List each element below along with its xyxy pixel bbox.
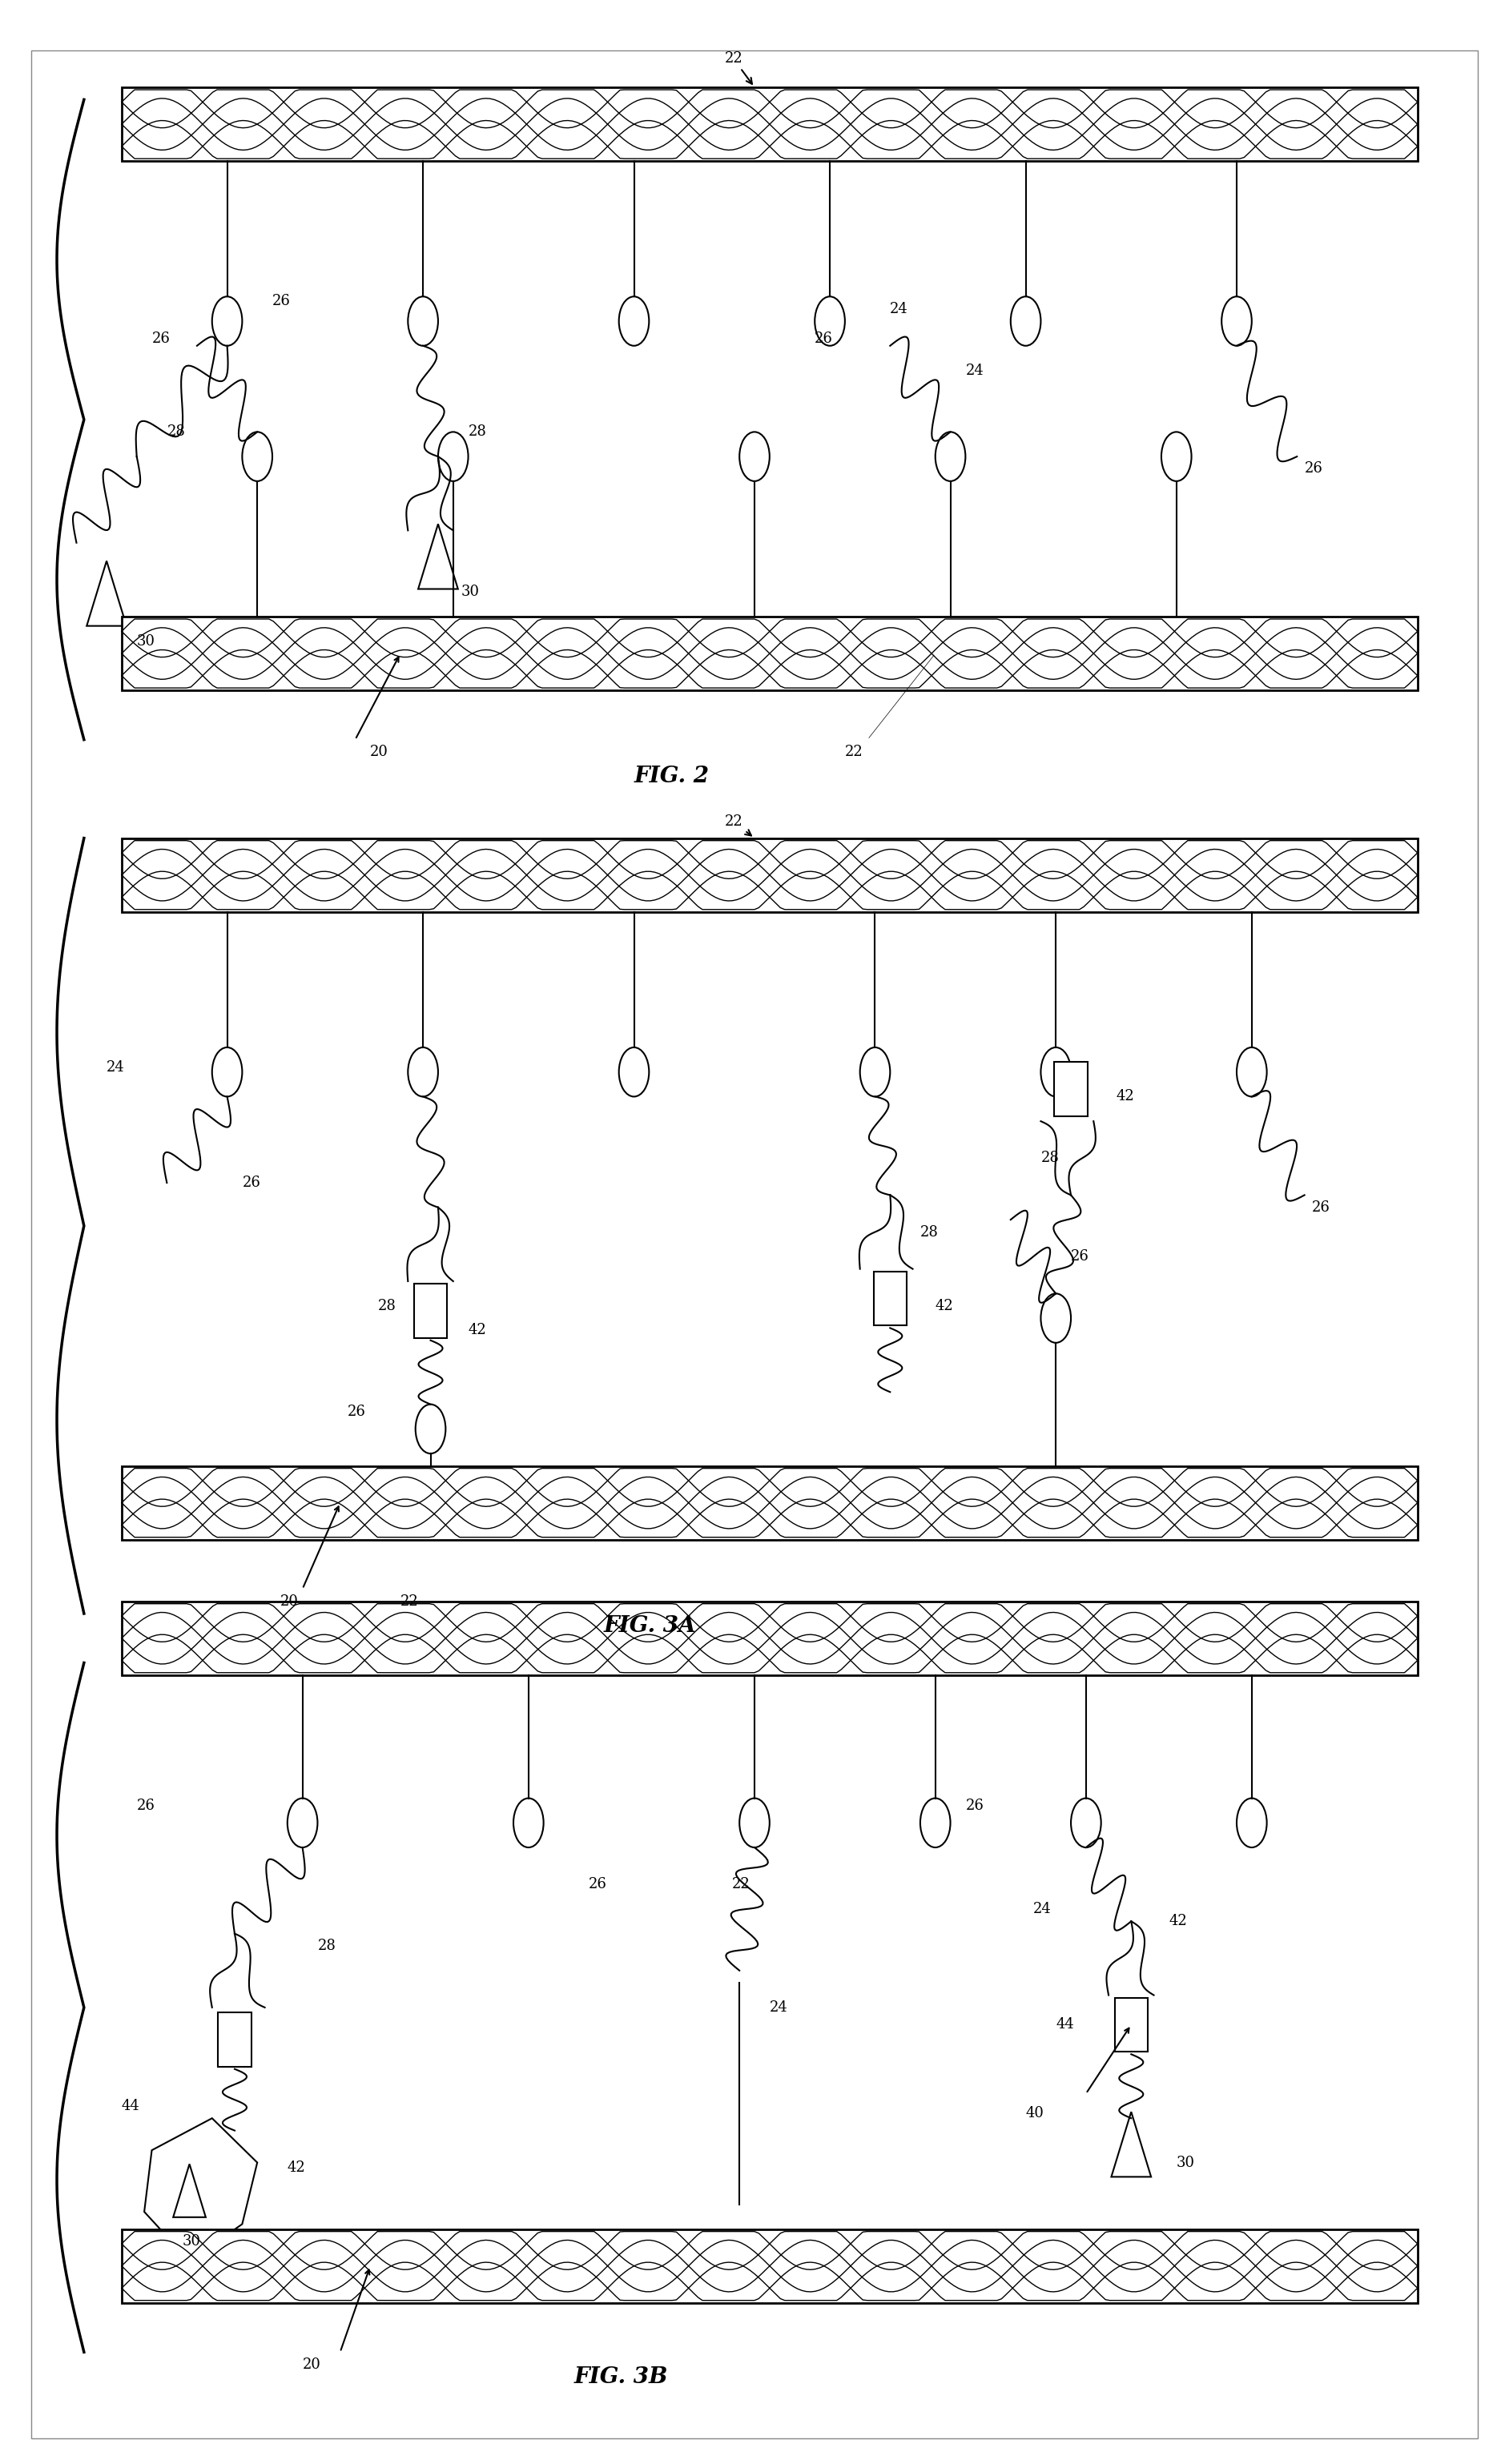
Text: 44: 44: [1056, 2018, 1074, 2033]
Text: 22: 22: [845, 744, 863, 759]
Bar: [122, 616, 1417, 690]
Text: 26: 26: [1311, 1200, 1331, 1215]
Text: 22: 22: [724, 816, 751, 835]
Text: 42: 42: [1117, 1089, 1135, 1104]
Bar: [874, 1271, 907, 1326]
Bar: [122, 86, 1417, 160]
Text: 24: 24: [890, 301, 908, 315]
Text: 28: 28: [920, 1225, 939, 1239]
Text: FIG. 3B: FIG. 3B: [573, 2365, 668, 2388]
Text: 30: 30: [183, 2235, 201, 2250]
Text: FIG. 3A: FIG. 3A: [604, 1614, 696, 1636]
Text: 26: 26: [152, 330, 171, 345]
Text: 30: 30: [1177, 2156, 1195, 2171]
Text: 40: 40: [1026, 2107, 1044, 2122]
Text: 28: 28: [468, 424, 486, 439]
Bar: [1055, 1062, 1088, 1116]
Text: 22: 22: [400, 1594, 418, 1609]
Text: 42: 42: [287, 2161, 306, 2176]
Text: 26: 26: [1071, 1249, 1089, 1264]
Text: 24: 24: [966, 362, 984, 377]
Text: 24: 24: [770, 2001, 788, 2016]
Text: 24: 24: [107, 1060, 125, 1074]
Text: 26: 26: [347, 1404, 367, 1419]
Text: 28: 28: [1041, 1151, 1059, 1165]
Text: 22: 22: [732, 1878, 750, 1892]
Text: 26: 26: [137, 1799, 155, 1814]
Text: 24: 24: [1034, 1902, 1052, 1917]
Text: 42: 42: [1169, 1915, 1188, 1929]
Bar: [122, 1602, 1417, 1676]
Bar: [413, 1284, 447, 1338]
Text: 26: 26: [589, 1878, 607, 1892]
Text: 26: 26: [272, 293, 291, 308]
Text: 44: 44: [122, 2099, 140, 2114]
Text: FIG. 2: FIG. 2: [634, 766, 709, 788]
Text: 26: 26: [1304, 461, 1323, 476]
Text: 26: 26: [815, 330, 833, 345]
Bar: [122, 838, 1417, 912]
Text: 22: 22: [724, 52, 751, 84]
Text: 28: 28: [377, 1299, 397, 1313]
Bar: [122, 2230, 1417, 2304]
Text: 28: 28: [317, 1939, 337, 1954]
Text: 30: 30: [460, 584, 478, 599]
Text: 26: 26: [243, 1175, 261, 1190]
Text: 20: 20: [279, 1594, 299, 1609]
Text: 42: 42: [468, 1323, 486, 1338]
Text: 28: 28: [167, 424, 186, 439]
Text: 30: 30: [137, 633, 155, 648]
Bar: [122, 1466, 1417, 1540]
Bar: [1115, 1998, 1148, 2053]
Text: 42: 42: [936, 1299, 954, 1313]
Text: 20: 20: [302, 2358, 321, 2373]
Text: 20: 20: [370, 744, 389, 759]
Text: 26: 26: [966, 1799, 984, 1814]
Bar: [219, 2013, 250, 2067]
